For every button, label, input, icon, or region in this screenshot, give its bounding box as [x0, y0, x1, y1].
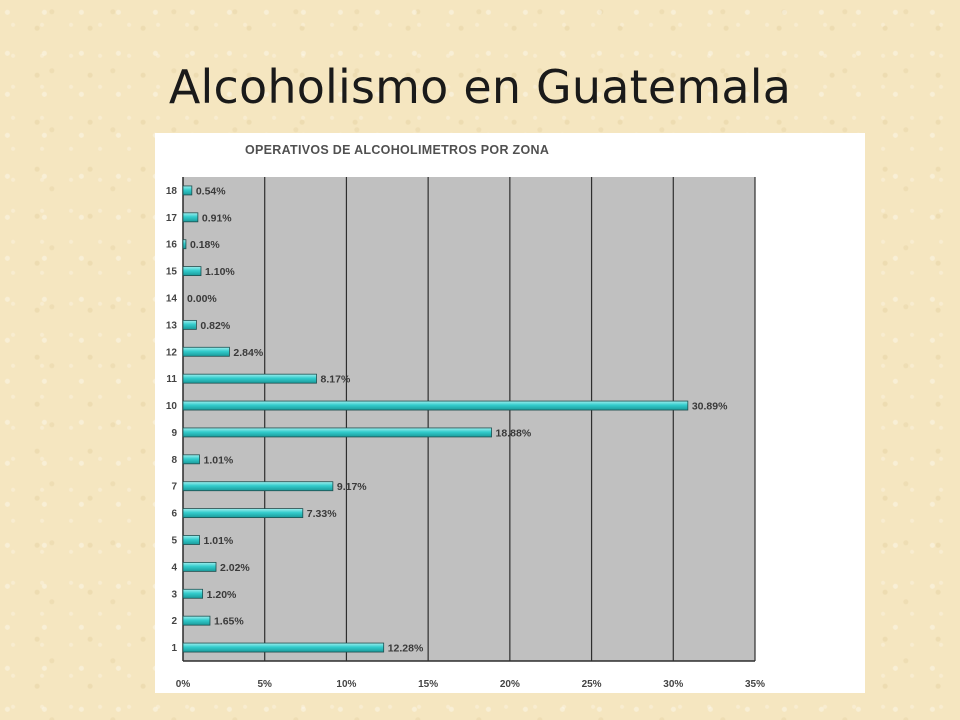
- y-tick-label: 14: [166, 294, 178, 305]
- data-label: 1.01%: [204, 454, 234, 466]
- data-label: 0.91%: [202, 212, 232, 224]
- data-label: 0.54%: [196, 185, 226, 197]
- bar-zona-16: [182, 239, 187, 250]
- y-tick-label: 10: [166, 401, 178, 412]
- data-label: 1.01%: [204, 535, 234, 547]
- data-label: 2.84%: [233, 347, 263, 359]
- y-tick-label: 12: [166, 347, 178, 358]
- y-tick-label: 5: [171, 536, 177, 547]
- bar-zona-1: [182, 642, 385, 653]
- bar-zona-17: [182, 212, 199, 223]
- x-tick-label: 15%: [418, 679, 438, 690]
- data-label: 30.89%: [692, 401, 728, 413]
- bar-chart: OPERATIVOS DE ALCOHOLIMETROS POR ZONA 0% 5…: [166, 143, 765, 690]
- data-label: 0.18%: [190, 239, 220, 251]
- y-tick-label: 9: [171, 428, 177, 439]
- data-label: 9.17%: [337, 481, 367, 493]
- y-tick-label: 2: [171, 616, 177, 627]
- bar-zona-10: [182, 400, 689, 411]
- bar-zona-15: [182, 266, 202, 277]
- data-label: 1.20%: [207, 589, 237, 601]
- plot-area: [183, 177, 755, 661]
- x-tick-label: 20%: [500, 679, 520, 690]
- bar-zona-13: [182, 319, 197, 330]
- x-tick-label: 5%: [257, 679, 272, 690]
- x-tick-label: 30%: [663, 679, 683, 690]
- x-tick-label: 25%: [582, 679, 602, 690]
- x-tick-label: 0%: [176, 679, 191, 690]
- bar-zona-2: [182, 615, 211, 626]
- data-label: 18.88%: [496, 427, 532, 439]
- y-tick-label: 16: [166, 240, 178, 251]
- y-tick-label: 15: [166, 267, 178, 278]
- y-tick-label: 6: [171, 509, 177, 520]
- data-label: 1.65%: [214, 616, 244, 628]
- data-label: 0.82%: [200, 320, 230, 332]
- y-tick-label: 13: [166, 320, 178, 331]
- data-label: 12.28%: [388, 643, 424, 655]
- data-label: 1.10%: [205, 266, 235, 278]
- x-tick-label: 35%: [745, 679, 765, 690]
- slide-title: Alcoholismo en Guatemala: [168, 60, 792, 114]
- y-tick-label: 4: [171, 562, 177, 573]
- chart-title: OPERATIVOS DE ALCOHOLIMETROS POR ZONA: [245, 143, 549, 157]
- bar-zona-5: [182, 535, 200, 545]
- x-tick-label: 10%: [336, 679, 356, 690]
- chart-container: OPERATIVOS DE ALCOHOLIMETROS POR ZONA 0% 5…: [155, 133, 865, 693]
- y-tick-label: 1: [171, 643, 177, 654]
- bar-zona-9: [182, 427, 492, 438]
- bar-zona-11: [182, 373, 317, 384]
- bar-zona-7: [182, 481, 334, 492]
- y-tick-label: 17: [166, 213, 178, 224]
- y-tick-label: 3: [171, 589, 177, 600]
- data-label: 7.33%: [307, 508, 337, 520]
- bar-zona-3: [182, 588, 204, 599]
- bar-zona-6: [182, 508, 304, 519]
- data-label: 8.17%: [321, 374, 351, 386]
- data-label: 2.02%: [220, 562, 250, 574]
- bar-zona-8: [182, 454, 200, 465]
- bar-zona-4: [182, 561, 217, 572]
- y-tick-label: 18: [166, 186, 178, 197]
- bar-zona-12: [182, 346, 230, 357]
- y-tick-label: 7: [171, 482, 177, 493]
- y-tick-label: 11: [166, 374, 177, 385]
- data-label: 0.00%: [187, 293, 217, 305]
- y-tick-label: 8: [171, 455, 177, 466]
- bar-zona-18: [182, 185, 193, 196]
